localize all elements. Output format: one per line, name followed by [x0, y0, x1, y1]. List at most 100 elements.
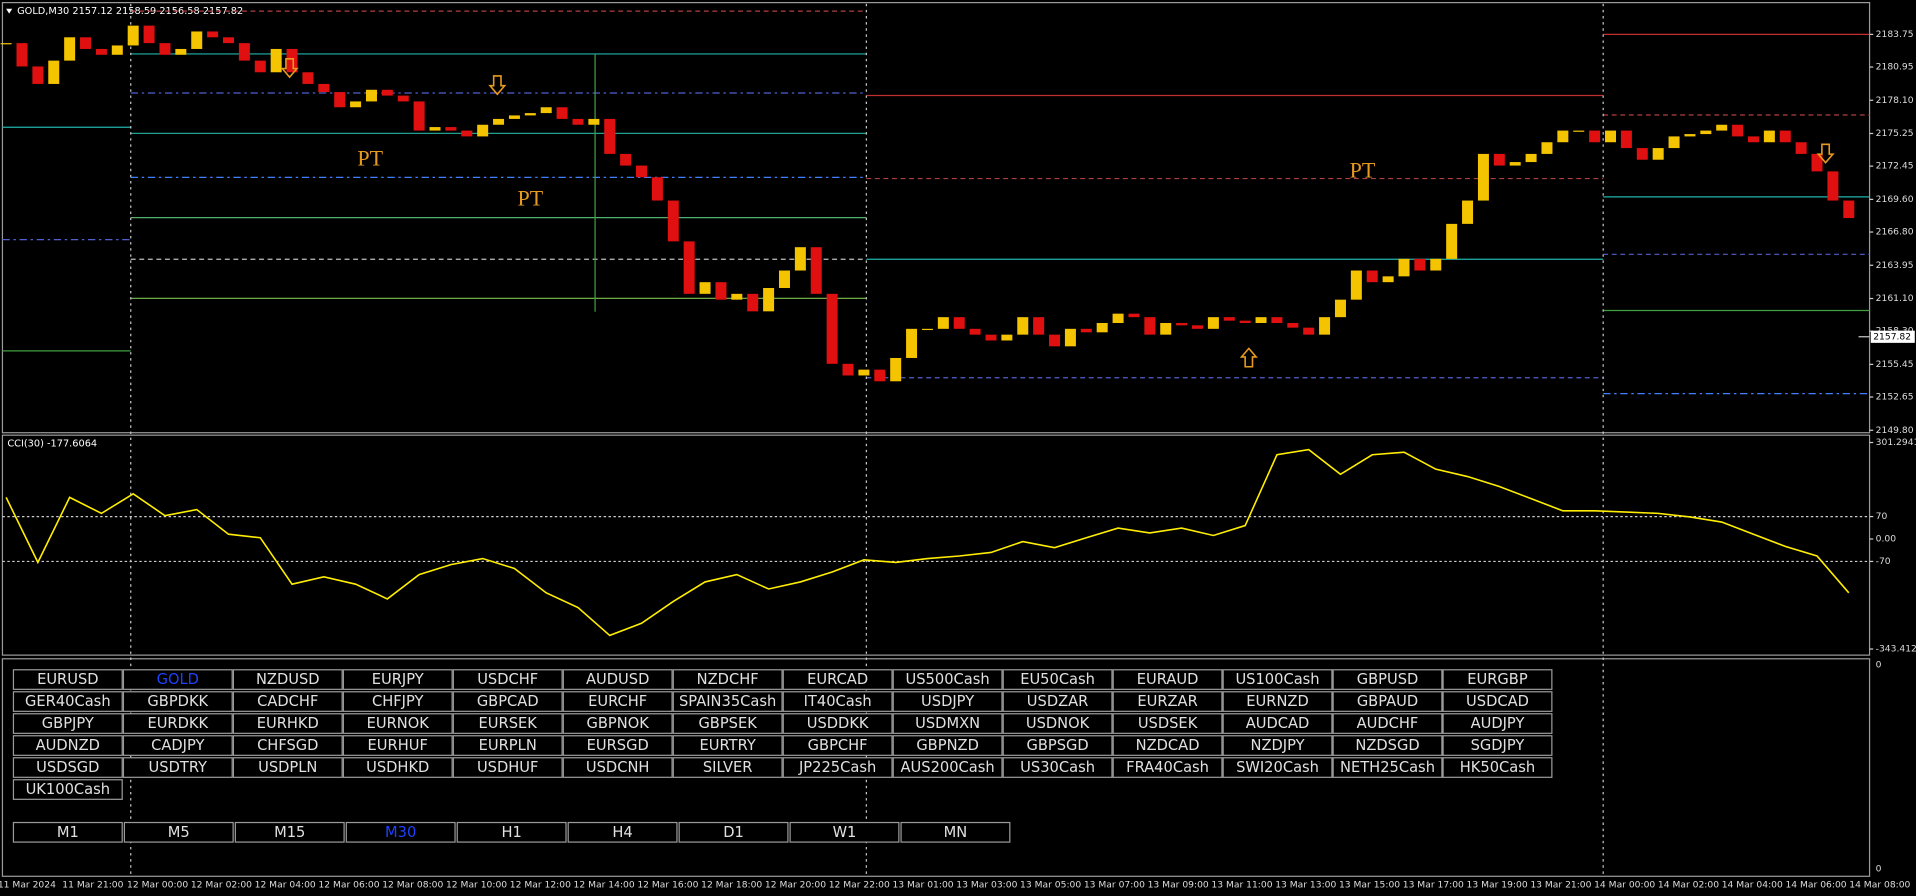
button[interactable]: NZDCAD	[1112, 735, 1223, 756]
button-label[interactable]: M15	[274, 824, 305, 841]
button-face[interactable]	[122, 669, 233, 690]
button-label[interactable]: GOLD	[157, 671, 199, 688]
button-face[interactable]	[892, 713, 1003, 734]
button-label[interactable]: GBPAUD	[1357, 693, 1418, 710]
button-face[interactable]	[1332, 757, 1443, 778]
button[interactable]: CHFJPY	[342, 691, 453, 712]
button-label[interactable]: M30	[385, 824, 416, 841]
button-face[interactable]	[122, 757, 233, 778]
button[interactable]: EURJPY	[342, 669, 453, 690]
button-face[interactable]	[342, 735, 453, 756]
button-face[interactable]	[1442, 757, 1553, 778]
button[interactable]: H4	[567, 821, 678, 843]
button-face[interactable]	[782, 713, 893, 734]
button[interactable]: CADJPY	[122, 735, 233, 756]
button-label[interactable]: AUDJPY	[1471, 715, 1525, 732]
button-label[interactable]: NZDCHF	[697, 671, 759, 688]
button-label[interactable]: EURNZD	[1246, 693, 1308, 710]
button[interactable]: SPAIN35Cash	[672, 691, 783, 712]
button-label[interactable]: IT40Cash	[804, 693, 872, 710]
button-label[interactable]: EURUSD	[37, 671, 99, 688]
button[interactable]: AUDCHF	[1332, 713, 1443, 734]
button-face[interactable]	[12, 821, 123, 843]
button-label[interactable]: GBPCHF	[808, 737, 868, 754]
button-face[interactable]	[789, 821, 900, 843]
button-face[interactable]	[232, 713, 343, 734]
button-face[interactable]	[122, 691, 233, 712]
button-face[interactable]	[1002, 713, 1113, 734]
button-face[interactable]	[1222, 713, 1333, 734]
button-label[interactable]: AUDNZD	[36, 737, 100, 754]
menu-arrow[interactable]	[6, 8, 13, 14]
button-label[interactable]: GBPSEK	[698, 715, 757, 732]
button[interactable]: NZDSGD	[1332, 735, 1443, 756]
button-label[interactable]: AUDUSD	[586, 671, 649, 688]
button-label[interactable]: GBPNZD	[916, 737, 979, 754]
button[interactable]: USDHKD	[342, 757, 453, 778]
button-label[interactable]: HK50Cash	[1460, 759, 1535, 776]
button-label[interactable]: SGDJPY	[1471, 737, 1525, 754]
button[interactable]: USDPLN	[232, 757, 343, 778]
button[interactable]: GBPNZD	[892, 735, 1003, 756]
button-label[interactable]: GBPJPY	[42, 715, 94, 732]
button-label[interactable]: NZDJPY	[1250, 737, 1304, 754]
button-face[interactable]	[1332, 691, 1443, 712]
button[interactable]: AUDCAD	[1222, 713, 1333, 734]
button[interactable]: USDZAR	[1002, 691, 1113, 712]
button-face[interactable]	[1002, 735, 1113, 756]
button-face[interactable]	[232, 669, 343, 690]
button-face[interactable]	[12, 669, 123, 690]
button[interactable]: EURHKD	[232, 713, 343, 734]
button[interactable]: CHFSGD	[232, 735, 343, 756]
button[interactable]: JP225Cash	[782, 757, 893, 778]
button-label[interactable]: AUS200Cash	[901, 759, 995, 776]
button-label[interactable]: W1	[833, 824, 857, 841]
button-face[interactable]	[900, 821, 1011, 843]
button[interactable]: EURZAR	[1112, 691, 1223, 712]
button[interactable]: USDCHF	[452, 669, 563, 690]
button-face[interactable]	[672, 735, 783, 756]
button-face[interactable]	[342, 691, 453, 712]
button-label[interactable]: NZDSGD	[1355, 737, 1419, 754]
button-face[interactable]	[1222, 691, 1333, 712]
button-face[interactable]	[672, 757, 783, 778]
button[interactable]: H1	[456, 821, 567, 843]
button-face[interactable]	[12, 735, 123, 756]
button[interactable]: GBPJPY	[12, 713, 123, 734]
button[interactable]: NETH25Cash	[1332, 757, 1443, 778]
button[interactable]: M15	[234, 821, 345, 843]
button-label[interactable]: EURTRY	[700, 737, 756, 754]
button[interactable]: SILVER	[672, 757, 783, 778]
button-label[interactable]: US30Cash	[1020, 759, 1095, 776]
button-label[interactable]: GBPCAD	[477, 693, 539, 710]
button-label[interactable]: USDZAR	[1027, 693, 1089, 710]
button-face[interactable]	[123, 821, 234, 843]
button[interactable]: USDJPY	[892, 691, 1003, 712]
button-face[interactable]	[562, 691, 673, 712]
button-face[interactable]	[1112, 691, 1223, 712]
button-face[interactable]	[562, 757, 673, 778]
button-label[interactable]: NZDCAD	[1136, 737, 1200, 754]
button[interactable]: SGDJPY	[1442, 735, 1553, 756]
button-face[interactable]	[452, 669, 563, 690]
button-label[interactable]: EURJPY	[372, 671, 424, 688]
button[interactable]: EURSGD	[562, 735, 673, 756]
button[interactable]: GER40Cash	[12, 691, 123, 712]
button[interactable]: GBPDKK	[122, 691, 233, 712]
button[interactable]: GBPAUD	[1332, 691, 1443, 712]
button-label[interactable]: USDCHF	[477, 671, 538, 688]
button[interactable]: HK50Cash	[1442, 757, 1553, 778]
button-face[interactable]	[562, 735, 673, 756]
button[interactable]: GBPSGD	[1002, 735, 1113, 756]
button[interactable]: EURCAD	[782, 669, 893, 690]
button-face[interactable]	[678, 821, 789, 843]
button-label[interactable]: CADJPY	[151, 737, 204, 754]
button[interactable]: EURSEK	[452, 713, 563, 734]
button[interactable]: MN	[900, 821, 1011, 843]
button-face[interactable]	[672, 691, 783, 712]
button-face[interactable]	[782, 757, 893, 778]
button[interactable]: EURTRY	[672, 735, 783, 756]
button[interactable]: USDTRY	[122, 757, 233, 778]
button[interactable]: M5	[123, 821, 234, 843]
button-face[interactable]	[452, 735, 563, 756]
